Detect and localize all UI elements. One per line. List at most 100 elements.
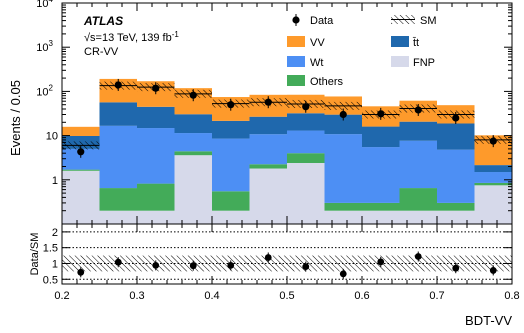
data-point-10: [452, 114, 460, 122]
bar-fnp-bin-9: [399, 210, 437, 224]
legend-item-ttbar: t̄t: [391, 36, 419, 49]
bar-tt-bin-11: [474, 165, 512, 173]
ratio-frame: [61, 223, 513, 285]
ratio-y-tick-label-3: 2: [52, 227, 58, 239]
bar-wt-bin-4: [212, 138, 250, 192]
bar-others-bin-3: [174, 151, 212, 156]
legend-item-vv: VV: [287, 36, 325, 49]
legend-swatch-fnp: [391, 56, 409, 67]
bar-tt-bin-7: [324, 114, 362, 135]
ratio-uncertainty-bin-5: [249, 255, 287, 272]
ratio-uncertainty-band: [62, 255, 512, 272]
bar-wt-bin-6: [287, 130, 325, 154]
data-point-4: [227, 101, 235, 109]
ratio-point-6: [302, 263, 310, 271]
ratio-point-0: [77, 268, 85, 276]
bar-wt-bin-8: [362, 147, 400, 203]
ratio-uncertainty-bin-7: [324, 255, 362, 272]
bar-fnp-bin-10: [437, 210, 475, 224]
bar-fnp-bin-8: [362, 210, 400, 224]
legend-label-vv: VV: [310, 37, 325, 49]
ratio-y-axis-label: Data/SM: [29, 233, 41, 276]
main-panel: 1 10 102 103 104 Events / 0.05 ATLAS √s=13 T…: [8, 0, 513, 225]
bar-fnp-bin-2: [137, 210, 175, 224]
bar-tt-bin-5: [249, 116, 287, 135]
ratio-uncertainty-bin-11: [474, 255, 512, 272]
region-label: CR-VV: [84, 46, 119, 58]
legend-label-data: Data: [310, 15, 334, 27]
ratio-point-1: [114, 258, 122, 266]
legend-label-wt: Wt: [310, 57, 323, 69]
data-point-11: [489, 137, 497, 145]
legend: Data SM VV t̄t Wt FNP: [287, 14, 437, 88]
legend-label-ttbar: t̄t: [412, 37, 419, 49]
bar-others-bin-0: [62, 169, 100, 171]
y-tick-label-3: 103: [36, 39, 53, 54]
ratio-point-10: [452, 264, 460, 272]
legend-label-sm: SM: [420, 15, 437, 27]
bar-vv-bin-0: [62, 126, 100, 136]
bar-fnp-bin-3: [174, 155, 212, 224]
x-tick-label-6: 0.8: [504, 290, 519, 302]
x-tick-label-4: 0.6: [354, 290, 369, 302]
bar-fnp-bin-1: [99, 210, 137, 224]
bar-tt-bin-3: [174, 114, 212, 134]
bar-fnp-bin-0: [62, 170, 100, 224]
legend-item-fnp: FNP: [391, 56, 435, 69]
legend-label-others: Others: [310, 76, 344, 88]
ratio-point-4: [227, 261, 235, 269]
bar-fnp-bin-4: [212, 210, 250, 224]
legend-swatch-wt: [287, 56, 305, 67]
bar-others-bin-2: [137, 183, 175, 211]
bar-tt-bin-1: [99, 102, 137, 126]
ratio-points: [77, 251, 497, 279]
data-points: [77, 78, 497, 158]
bar-others-bin-9: [399, 188, 437, 211]
ratio-y-tick-label-1: 1: [52, 258, 58, 270]
ratio-y-tick-label-2: 1.5: [43, 243, 58, 255]
bar-tt-bin-4: [212, 120, 250, 139]
data-point-0: [77, 148, 85, 156]
data-point-7: [339, 110, 347, 119]
y-tick-label-0: 1: [52, 175, 58, 187]
data-point-2: [152, 84, 160, 92]
legend-swatch-vv: [287, 36, 305, 47]
ratio-point-3: [189, 262, 197, 270]
bar-wt-bin-10: [437, 149, 475, 203]
data-point-5: [264, 98, 272, 106]
ratio-point-2: [152, 261, 160, 269]
bar-wt-bin-2: [137, 128, 175, 184]
legend-swatch-others: [287, 75, 305, 86]
bar-wt-bin-3: [174, 133, 212, 152]
legend-label-fnp: FNP: [413, 57, 435, 69]
bar-tt-bin-8: [362, 126, 400, 148]
y-axis-label: Events / 0.05: [8, 80, 23, 156]
bar-others-bin-1: [99, 188, 137, 211]
bar-tt-bin-10: [437, 123, 475, 150]
bar-others-bin-8: [362, 202, 400, 211]
y-tick-label-1: 10: [46, 131, 58, 143]
ratio-uncertainty-bin-9: [399, 255, 437, 272]
data-point-9: [414, 106, 422, 114]
main-axes: 1 10 102 103 104: [36, 0, 512, 225]
bar-others-bin-10: [437, 202, 475, 211]
x-tick-label-1: 0.3: [129, 290, 144, 302]
x-axis: 0.2 0.3 0.4 0.5 0.6 0.7 0.8: [54, 3, 520, 302]
x-tick-label-3: 0.5: [279, 290, 294, 302]
x-tick-label-0: 0.2: [54, 290, 69, 302]
legend-swatch-ttbar: [391, 36, 409, 47]
bar-wt-bin-5: [249, 134, 287, 165]
ratio-point-8: [377, 258, 385, 266]
data-point-1: [114, 81, 122, 89]
legend-item-sm: SM: [391, 15, 437, 27]
data-point-3: [189, 91, 197, 99]
bar-others-bin-4: [212, 191, 250, 211]
y-tick-label-4: 104: [36, 0, 53, 10]
data-point-8: [377, 110, 385, 118]
y-tick-label-2: 102: [36, 83, 53, 98]
bar-others-bin-5: [249, 164, 287, 169]
legend-item-data: Data: [292, 14, 334, 27]
ratio-point-11: [489, 267, 497, 274]
x-tick-label-2: 0.4: [204, 290, 219, 302]
bar-tt-bin-6: [287, 113, 325, 131]
